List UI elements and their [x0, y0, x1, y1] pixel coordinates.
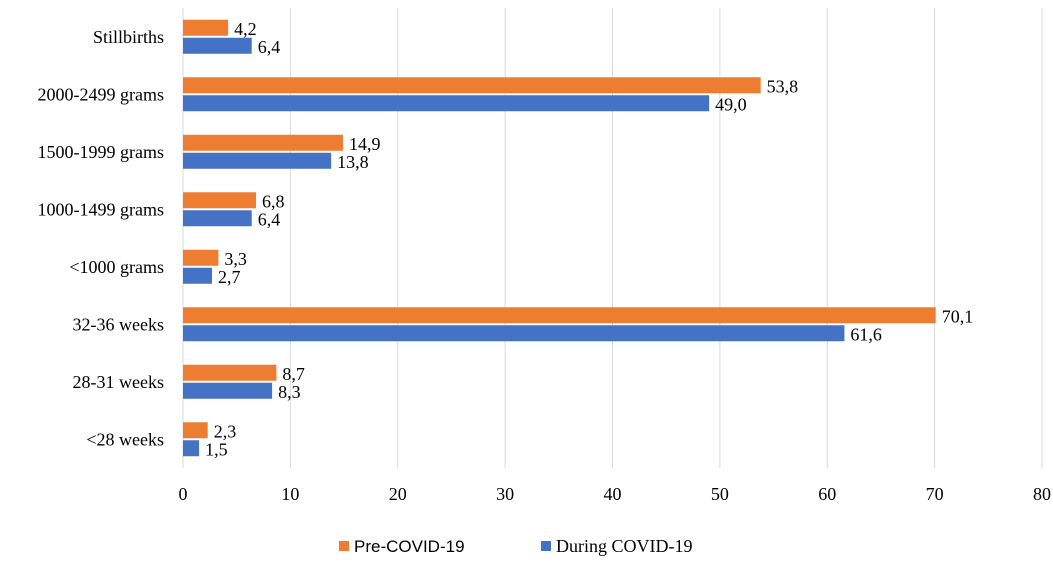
category-label-1500-1999-grams: 1500-1999 grams: [38, 142, 164, 162]
bar-pre-covid-19-32-36-weeks: [183, 307, 936, 324]
bar-during-covid-19-2000-2499-grams: [183, 95, 710, 112]
bars: [183, 19, 936, 457]
data-label-during-covid-19-28-weeks: 1,5: [205, 439, 228, 459]
bar-pre-covid-19-28-31-weeks: [183, 364, 277, 381]
category-label-32-36-weeks: 32-36 weeks: [73, 314, 164, 334]
data-label-during-covid-19-2000-2499-grams: 49,0: [715, 94, 747, 114]
x-tick-label-70: 70: [926, 484, 944, 504]
data-label-pre-covid-19-stillbirths: 4,2: [234, 19, 257, 39]
data-label-pre-covid-19-1000-1499-grams: 6,8: [262, 191, 285, 211]
data-label-during-covid-19-1000-1499-grams: 6,4: [258, 209, 281, 229]
x-tick-label-50: 50: [711, 484, 729, 504]
category-label-stillbirths: Stillbirths: [93, 27, 164, 47]
bar-pre-covid-19-1000-grams: [183, 249, 219, 266]
x-tick-label-20: 20: [389, 484, 407, 504]
data-label-pre-covid-19-28-31-weeks: 8,7: [282, 364, 305, 384]
bar-pre-covid-19-1000-1499-grams: [183, 192, 257, 209]
data-label-during-covid-19-stillbirths: 6,4: [258, 37, 281, 57]
category-label-28-31-weeks: 28-31 weeks: [73, 372, 164, 392]
data-label-during-covid-19-32-36-weeks: 61,6: [850, 324, 882, 344]
legend-swatch-pre-covid: [339, 541, 349, 551]
data-label-pre-covid-19-1000-grams: 3,3: [224, 249, 247, 269]
x-tick-label-60: 60: [818, 484, 836, 504]
x-tick-label-0: 0: [179, 484, 188, 504]
category-label-1000-grams: <1000 grams: [69, 257, 164, 277]
bar-during-covid-19-1000-1499-grams: [183, 210, 252, 227]
x-axis-ticks: 0 10 20 30 40 50 60 70 80: [179, 484, 1052, 504]
legend: Pre-COVID-19 During COVID-19: [339, 536, 693, 556]
bar-during-covid-19-28-31-weeks: [183, 382, 273, 399]
category-labels: Stillbirths 2000-2499 grams 1500-1999 gram…: [38, 27, 164, 450]
data-label-during-covid-19-1500-1999-grams: 13,8: [337, 152, 369, 172]
x-tick-label-30: 30: [496, 484, 514, 504]
bar-during-covid-19-1000-grams: [183, 267, 212, 284]
category-label-28-weeks: <28 weeks: [86, 429, 164, 449]
bar-pre-covid-19-1500-1999-grams: [183, 134, 343, 151]
data-label-during-covid-19-1000-grams: 2,7: [218, 267, 241, 287]
bar-during-covid-19-stillbirths: [183, 37, 252, 54]
gridlines: [182, 8, 1043, 468]
bar-during-covid-19-28-weeks: [183, 440, 200, 457]
data-label-during-covid-19-28-31-weeks: 8,3: [278, 382, 301, 402]
legend-label-during-covid: During COVID-19: [556, 536, 693, 556]
bar-during-covid-19-32-36-weeks: [183, 325, 845, 342]
bar-pre-covid-19-2000-2499-grams: [183, 77, 761, 94]
bar-pre-covid-19-28-weeks: [183, 422, 208, 439]
x-tick-label-10: 10: [281, 484, 299, 504]
x-tick-label-80: 80: [1033, 484, 1051, 504]
x-tick-label-40: 40: [604, 484, 622, 504]
category-label-2000-2499-grams: 2000-2499 grams: [38, 84, 164, 104]
bar-pre-covid-19-stillbirths: [183, 19, 229, 36]
legend-label-pre-covid: Pre-COVID-19: [354, 537, 465, 556]
data-label-pre-covid-19-2000-2499-grams: 53,8: [767, 76, 799, 96]
data-label-pre-covid-19-28-weeks: 2,3: [214, 421, 237, 441]
category-label-1000-1499-grams: 1000-1499 grams: [38, 199, 164, 219]
bar-during-covid-19-1500-1999-grams: [183, 152, 332, 169]
data-label-pre-covid-19-32-36-weeks: 70,1: [942, 306, 974, 326]
data-labels: 4,26,453,849,014,913,86,86,43,32,770,161…: [205, 19, 973, 460]
legend-swatch-during-covid: [541, 541, 551, 551]
data-label-pre-covid-19-1500-1999-grams: 14,9: [349, 134, 381, 154]
